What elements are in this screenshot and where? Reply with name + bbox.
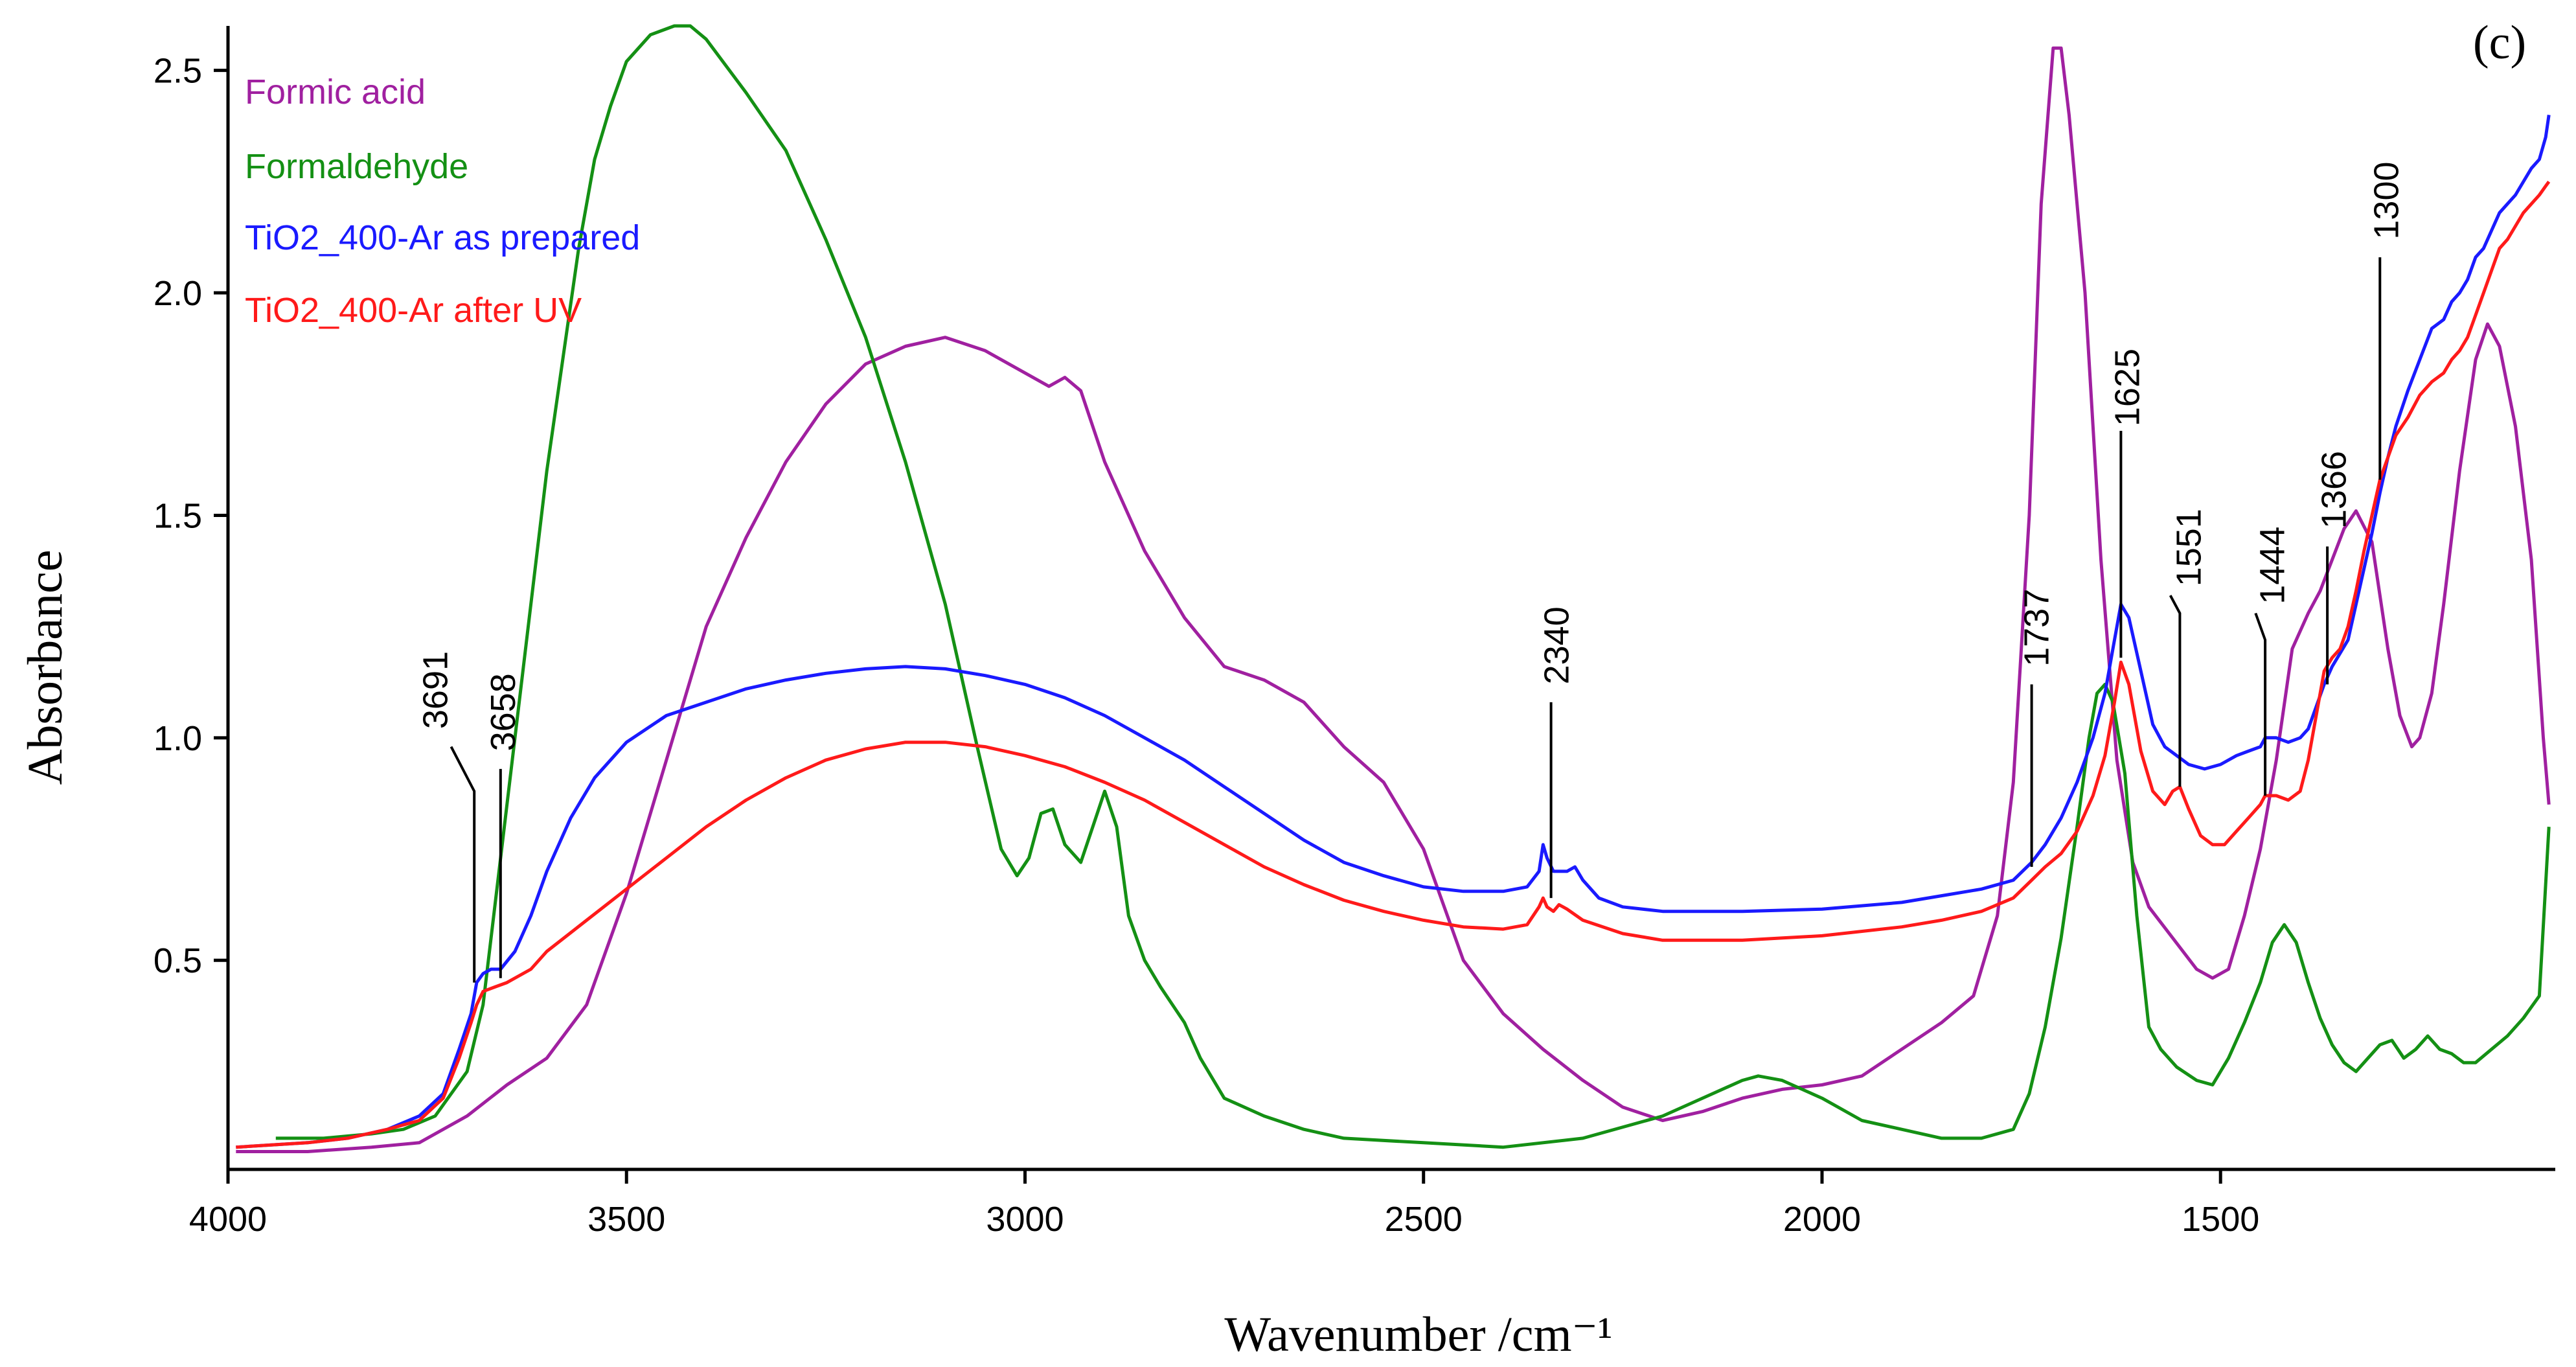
annotation-label-1300: 1300 — [2367, 161, 2406, 239]
legend-tio2-as-prepared: TiO2_400-Ar as prepared — [245, 218, 640, 257]
legend-tio2-after-uv: TiO2_400-Ar after UV — [245, 291, 582, 330]
x-tick-label: 1500 — [2182, 1200, 2259, 1239]
annotation-label-1625: 1625 — [2108, 349, 2147, 426]
x-tick-label: 2500 — [1385, 1200, 1463, 1239]
annotation-label-3658: 3658 — [484, 673, 523, 751]
annotation-label-1444: 1444 — [2253, 527, 2292, 604]
annotation-layer: 3691 3658 2340 1737 1625 1551 1444 1366 1300 — [416, 161, 2406, 983]
series-layer — [236, 24, 2551, 1153]
annotation-label-1737: 1737 — [2017, 589, 2056, 667]
ticks-layer: 4000 3500 3000 2500 2000 1500 0.5 1.0 1.5 2.0 2.5 — [154, 52, 2259, 1239]
legend-formaldehyde: Formaldehyde — [245, 147, 468, 186]
panel-label: (c) — [2473, 16, 2526, 69]
annotation-leader-1444 — [2254, 612, 2267, 796]
annotation-label-1551: 1551 — [2169, 509, 2208, 586]
y-tick-label: 1.0 — [154, 719, 202, 758]
series-line-tio2-400-ar-after-uv — [236, 180, 2551, 1149]
series-line-formaldehyde — [275, 24, 2551, 1149]
y-tick-label: 2.5 — [154, 52, 202, 91]
annotation-label-2340: 2340 — [1538, 606, 1577, 684]
x-tick-label: 3000 — [986, 1200, 1064, 1239]
annotation-leader-1551 — [2169, 595, 2182, 787]
annotation-leader-3691 — [450, 746, 476, 983]
series-line-formic-acid — [236, 46, 2551, 1153]
y-axis-title: Absorbance — [18, 550, 73, 785]
x-axis-title: Wavenumber /cm⁻¹ — [1224, 1307, 1612, 1362]
y-tick-label: 2.0 — [154, 274, 202, 313]
y-tick-label: 1.5 — [154, 496, 202, 535]
x-tick-label: 3500 — [587, 1200, 665, 1239]
x-tick-label: 2000 — [1783, 1200, 1861, 1239]
series-line-tio2-400-ar-as-prepared — [236, 115, 2551, 1149]
x-tick-label: 4000 — [189, 1200, 267, 1239]
legend-formic-acid: Formic acid — [245, 73, 426, 111]
legend: Formic acid Formaldehyde TiO2_400-Ar as … — [245, 73, 640, 330]
y-tick-label: 0.5 — [154, 941, 202, 980]
annotation-label-1366: 1366 — [2314, 451, 2353, 529]
annotation-label-3691: 3691 — [416, 651, 455, 729]
